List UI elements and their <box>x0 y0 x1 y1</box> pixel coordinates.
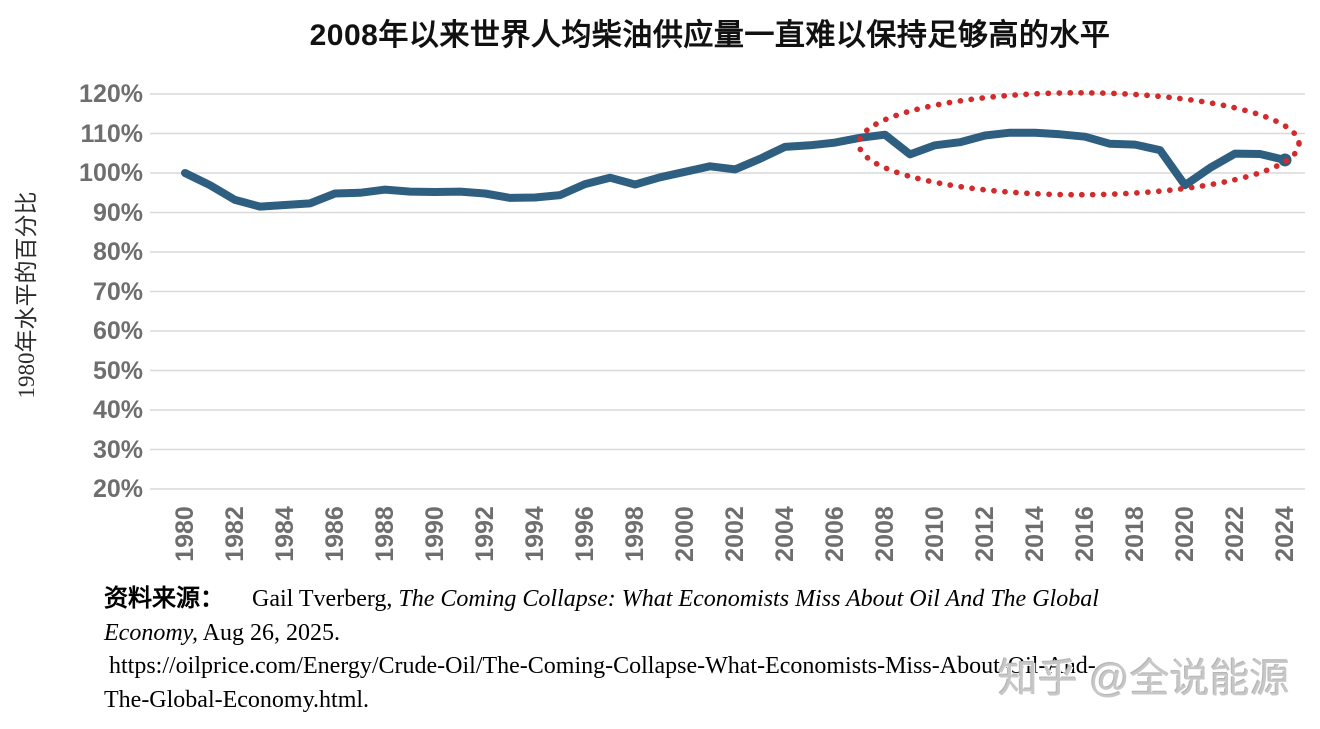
x-tick-label: 2022 <box>1221 506 1249 562</box>
x-tick-label: 1994 <box>521 506 549 562</box>
y-tick-label: 120% <box>79 80 143 108</box>
y-tick-label: 40% <box>92 396 143 424</box>
x-tick-label: 1986 <box>321 506 349 562</box>
chart-title: 2008年以来世界人均柴油供应量一直难以保持足够高的水平 <box>309 19 1111 52</box>
source-note: 资料来源： Gail Tverberg, The Coming Collapse:… <box>104 583 1244 717</box>
x-tick-label: 1998 <box>621 506 649 562</box>
y-tick-label: 90% <box>92 198 143 227</box>
source-credit: Gail Tverberg, <box>252 586 399 612</box>
x-tick-label: 2024 <box>1271 506 1299 562</box>
highlight-ellipse-2008-2024 <box>856 90 1302 198</box>
source-url-line-2: The-Global-Economy.html. <box>104 686 370 713</box>
watermark: 知乎 @全说能源 <box>998 657 1290 701</box>
x-tick-label: 1990 <box>421 506 449 562</box>
source-work-title-cont: Economy, <box>104 619 198 646</box>
x-tick-label: 1988 <box>371 506 399 562</box>
x-tick-label: 2006 <box>821 506 849 562</box>
source-url-line-1: https://oilprice.com/Energy/Crude-Oil/Th… <box>109 653 1096 679</box>
y-tick-label: 100% <box>79 159 143 187</box>
x-tick-label: 2004 <box>771 506 799 562</box>
y-tick-label: 50% <box>92 356 143 385</box>
source-work-title: The Coming Collapse: What Economists Mis… <box>398 586 1099 612</box>
x-tick-label: 2012 <box>971 506 999 562</box>
x-tick-label: 2018 <box>1121 506 1149 562</box>
x-tick-label: 2008 <box>871 506 899 562</box>
x-tick-label: 2020 <box>1171 506 1199 562</box>
y-tick-label: 110% <box>80 119 143 148</box>
source-label: 资料来源： <box>104 586 224 612</box>
source-line-2: Economy, Aug 26, 2025. <box>104 617 1244 651</box>
x-tick-label: 1996 <box>571 506 599 562</box>
diesel-supply-line <box>181 128 1289 211</box>
x-tick-label: 2002 <box>721 506 749 562</box>
x-tick-label: 2010 <box>921 506 949 562</box>
y-tick-label: 30% <box>92 435 143 464</box>
source-line-1: 资料来源： Gail Tverberg, The Coming Collapse:… <box>104 583 1244 617</box>
y-tick-label: 80% <box>92 238 143 266</box>
source-date: Aug 26, 2025. <box>197 619 340 646</box>
y-tick-label: 60% <box>92 317 143 345</box>
x-tick-label: 1984 <box>271 506 299 562</box>
x-tick-label: 2014 <box>1021 506 1049 562</box>
x-tick-label: 1992 <box>471 506 499 562</box>
x-tick-label: 1982 <box>221 506 249 562</box>
x-tick-label: 2000 <box>671 506 699 562</box>
x-tick-label: 1980 <box>171 506 199 562</box>
y-tick-label: 20% <box>92 475 143 503</box>
x-tick-label: 2016 <box>1071 506 1099 562</box>
y-tick-label: 70% <box>92 277 143 306</box>
